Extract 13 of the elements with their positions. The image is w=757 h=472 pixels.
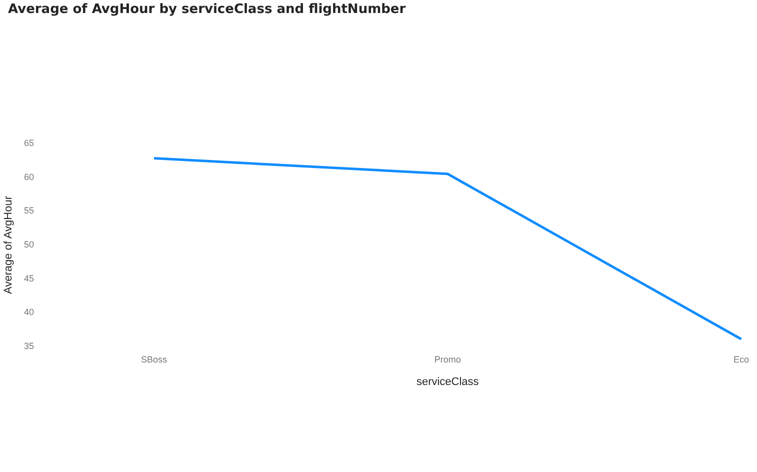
y-tick-label: 35 bbox=[24, 341, 34, 352]
y-axis-title: Average of AvgHour bbox=[2, 196, 15, 294]
chart-title: Average of AvgHour by serviceClass and flightNumber bbox=[8, 2, 406, 17]
y-tick-label: 45 bbox=[24, 273, 34, 284]
x-tick-label: Promo bbox=[434, 354, 461, 364]
y-tick-label: 65 bbox=[24, 138, 34, 148]
y-tick-label: 50 bbox=[24, 239, 34, 250]
y-tick-label: 55 bbox=[24, 206, 34, 216]
x-tick-label: Eco bbox=[733, 354, 750, 364]
x-tick-label: SBoss bbox=[140, 354, 168, 364]
y-tick-label: 40 bbox=[24, 307, 34, 318]
x-axis-title: serviceClass bbox=[416, 376, 480, 388]
y-tick-label: 60 bbox=[24, 172, 34, 182]
